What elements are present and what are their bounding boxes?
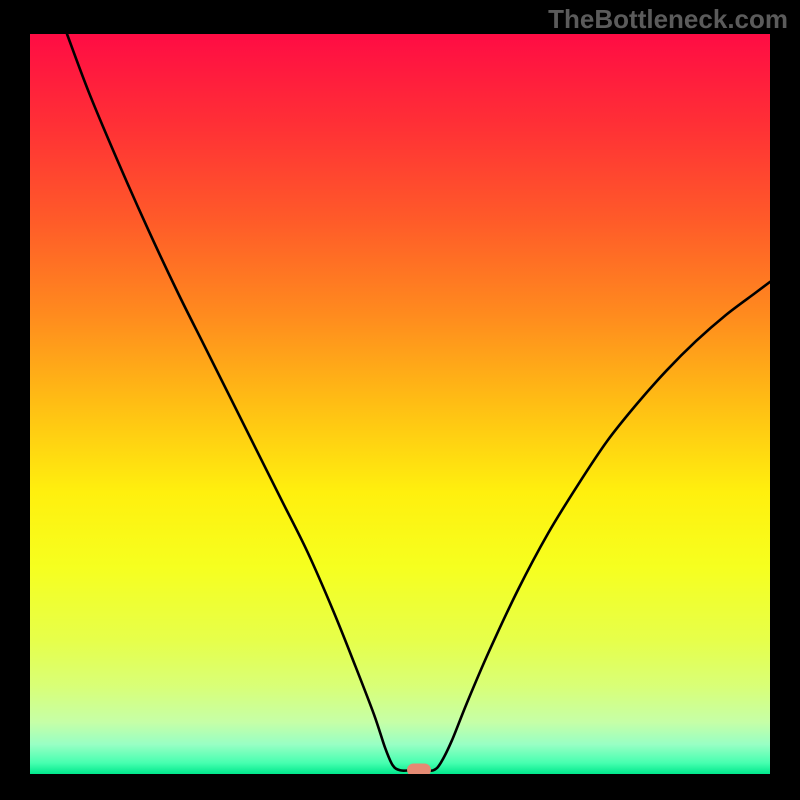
plot-frame xyxy=(30,34,770,774)
watermark-text: TheBottleneck.com xyxy=(548,4,788,35)
bottleneck-curve xyxy=(30,34,770,774)
chart-container: TheBottleneck.com xyxy=(0,0,800,800)
bottleneck-marker xyxy=(407,763,431,774)
plot-area xyxy=(30,34,770,774)
